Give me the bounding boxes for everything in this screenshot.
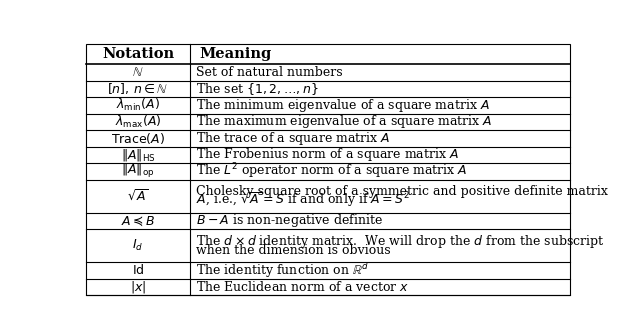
Text: Cholesky square root of a symmetric and positive definite matrix: Cholesky square root of a symmetric and … (196, 185, 608, 198)
Text: $A \preceq B$: $A \preceq B$ (121, 214, 155, 228)
Text: $\sqrt{A}$: $\sqrt{A}$ (127, 188, 149, 204)
Text: The $d \times d$ identity matrix.  We will drop the $d$ from the subscript: The $d \times d$ identity matrix. We wil… (196, 233, 605, 250)
Text: $\mathrm{Trace}(A)$: $\mathrm{Trace}(A)$ (111, 131, 165, 146)
Text: $[n],\, n \in \mathbb{N}$: $[n],\, n \in \mathbb{N}$ (108, 81, 168, 96)
Text: when the dimension is obvious: when the dimension is obvious (196, 244, 390, 257)
Text: $\lambda_{\min}(A)$: $\lambda_{\min}(A)$ (116, 97, 160, 113)
Text: $\mathrm{Id}$: $\mathrm{Id}$ (132, 263, 144, 278)
Text: The Frobenius norm of a square matrix $A$: The Frobenius norm of a square matrix $A… (196, 146, 459, 163)
Text: $|x|$: $|x|$ (130, 279, 146, 295)
Text: The identity function on $\mathbb{R}^d$: The identity function on $\mathbb{R}^d$ (196, 261, 369, 280)
Text: The trace of a square matrix $A$: The trace of a square matrix $A$ (196, 130, 390, 147)
Text: Meaning: Meaning (199, 47, 271, 61)
Text: Set of natural numbers: Set of natural numbers (196, 66, 342, 79)
Text: $\|A\|_{\mathrm{HS}}$: $\|A\|_{\mathrm{HS}}$ (120, 147, 156, 163)
Text: The minimum eigenvalue of a square matrix $A$: The minimum eigenvalue of a square matri… (196, 97, 490, 114)
Text: The set $\{1, 2, \ldots, n\}$: The set $\{1, 2, \ldots, n\}$ (196, 81, 319, 97)
Text: $\|A\|_{\mathrm{op}}$: $\|A\|_{\mathrm{op}}$ (121, 162, 155, 180)
Text: $B - A$ is non-negative definite: $B - A$ is non-negative definite (196, 212, 383, 229)
Text: $I_d$: $I_d$ (132, 238, 143, 253)
Text: $\lambda_{\max}(A)$: $\lambda_{\max}(A)$ (115, 114, 161, 130)
Text: $\mathbb{N}$: $\mathbb{N}$ (132, 66, 144, 79)
Text: The Euclidean norm of a vector $x$: The Euclidean norm of a vector $x$ (196, 280, 409, 294)
Text: Notation: Notation (102, 47, 174, 61)
Text: The maximum eigenvalue of a square matrix $A$: The maximum eigenvalue of a square matri… (196, 113, 492, 130)
Text: The $L^2$ operator norm of a square matrix $A$: The $L^2$ operator norm of a square matr… (196, 162, 467, 181)
Text: $A$, i.e., $\sqrt{A} = S$ if and only if $A = S^2$: $A$, i.e., $\sqrt{A} = S$ if and only if… (196, 191, 410, 210)
